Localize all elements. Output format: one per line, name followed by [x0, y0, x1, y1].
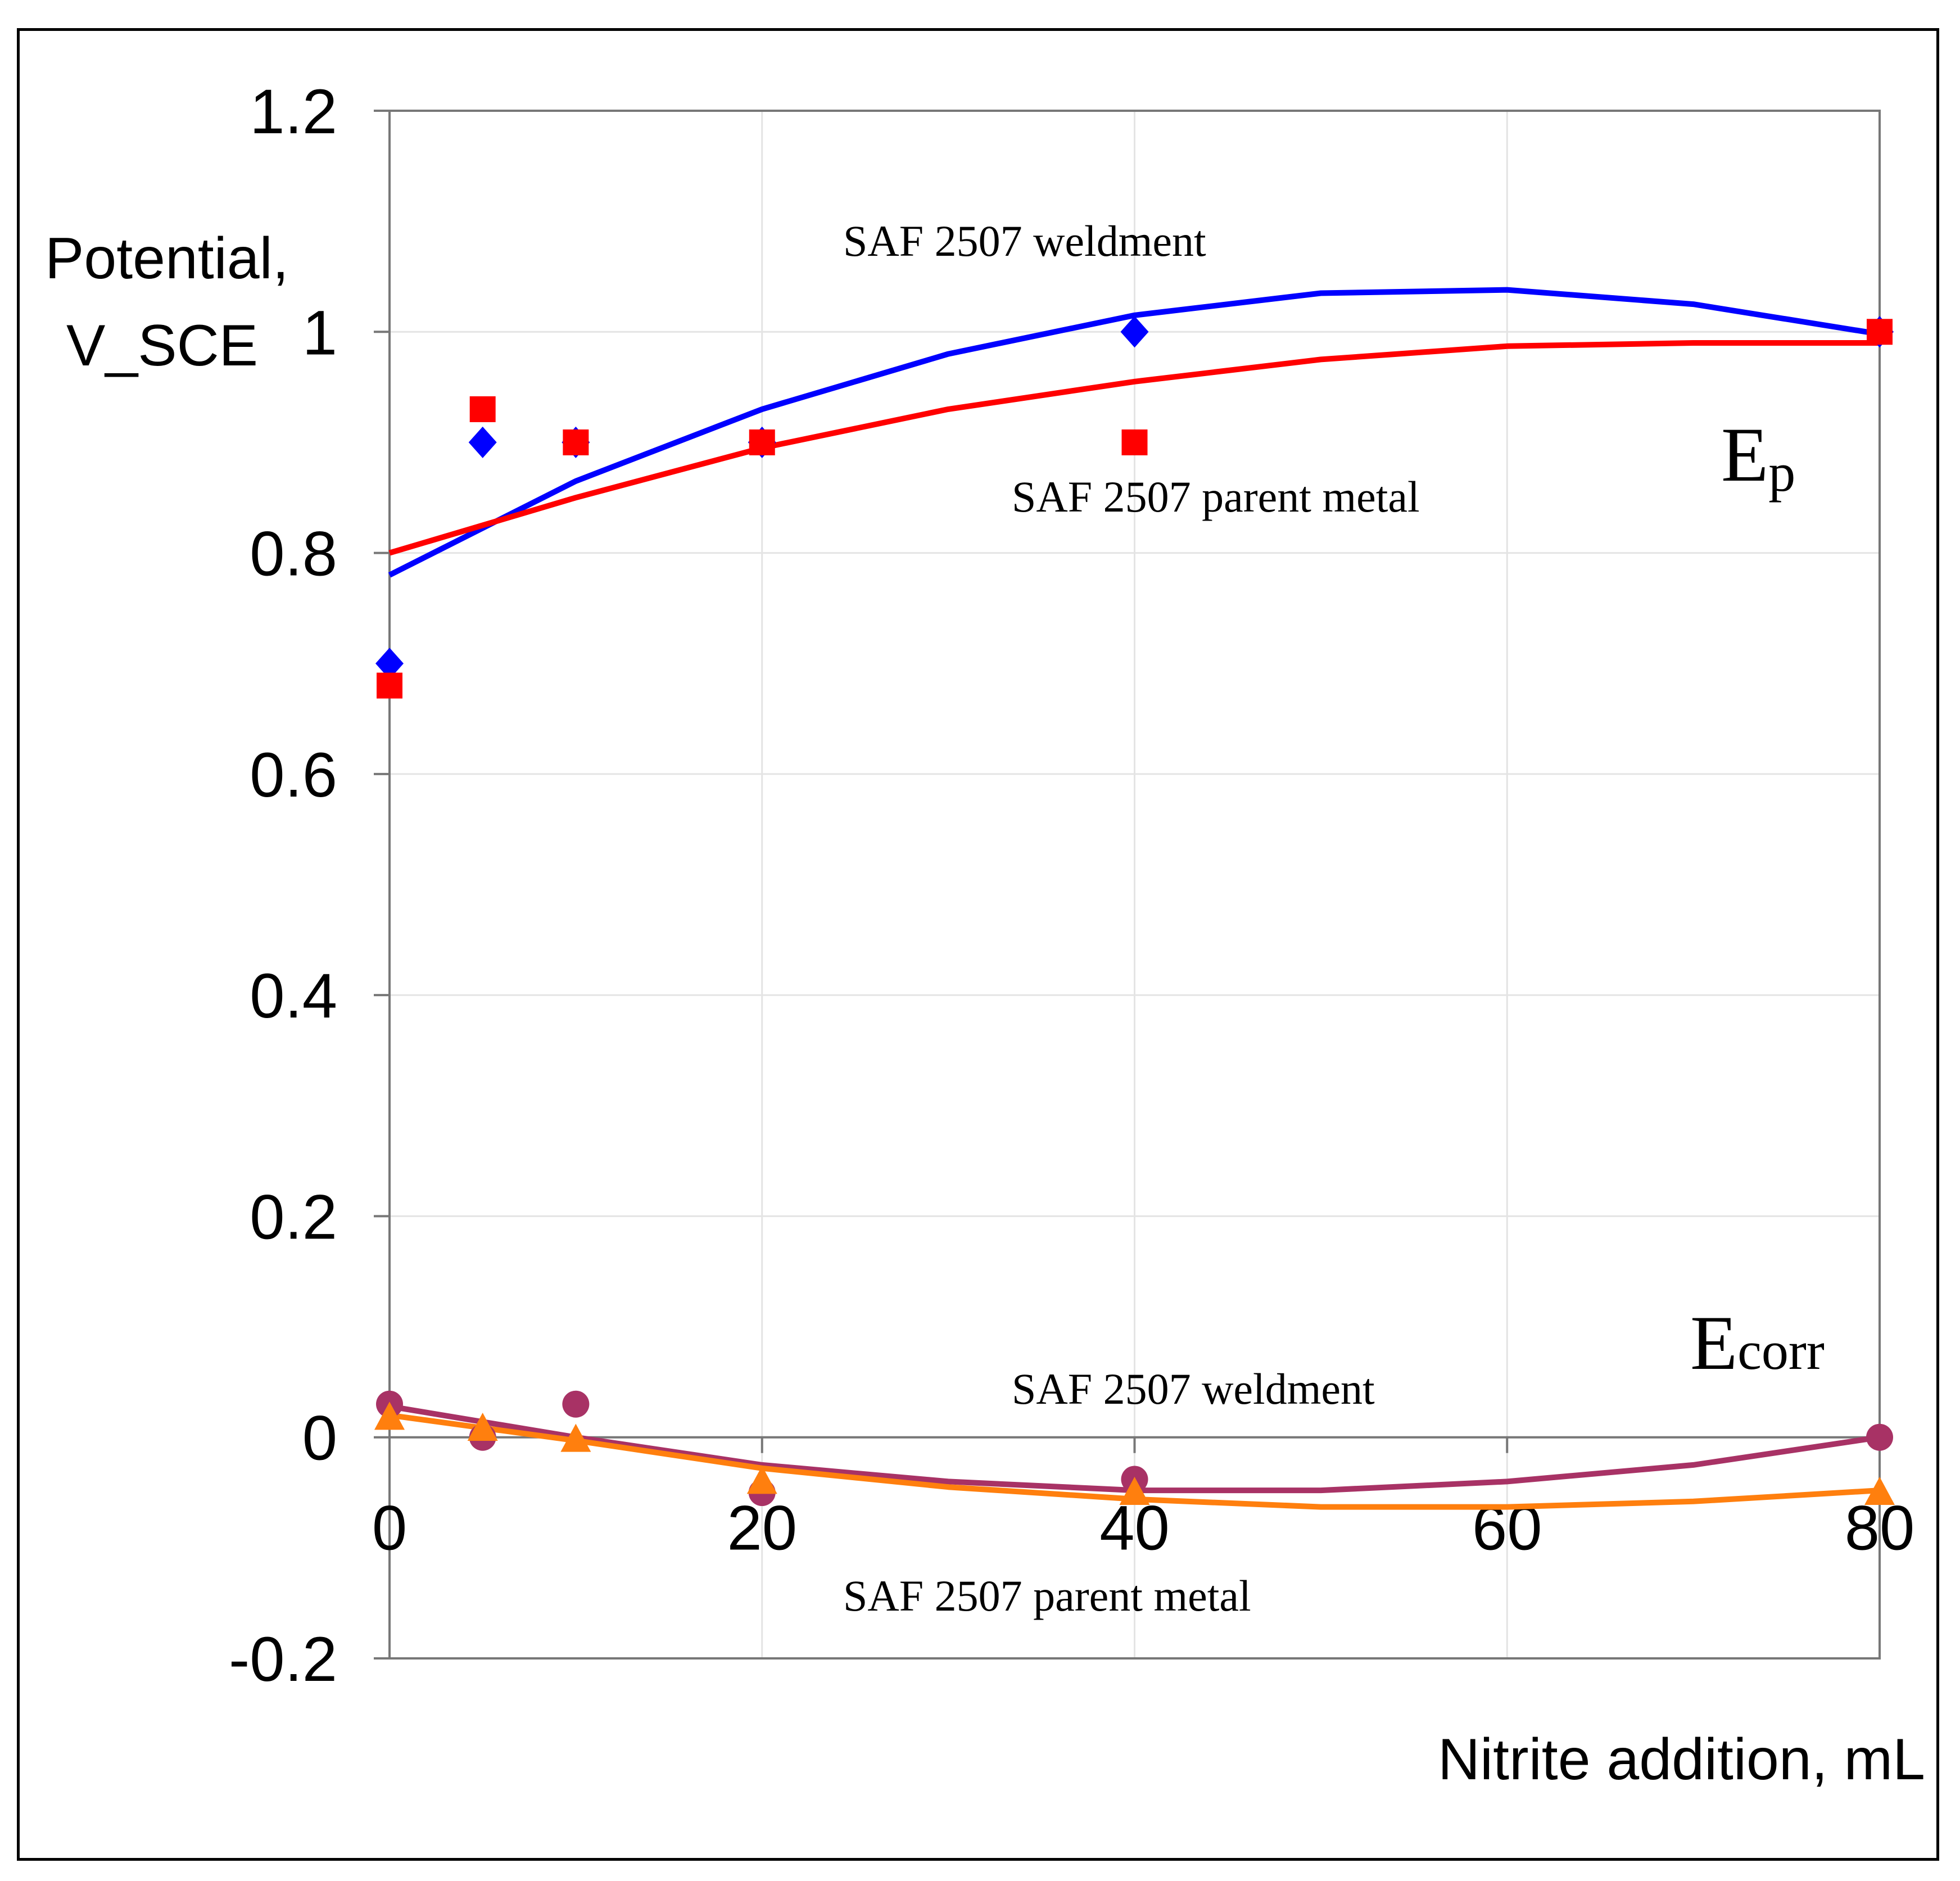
marker-diamond-series-0 — [468, 426, 497, 458]
figure-frame — [17, 28, 1939, 1861]
marker-square-series-1 — [749, 429, 775, 455]
annotation-ep-weldment: SAF 2507 weldment — [843, 216, 1206, 265]
y-tick-label: 0 — [302, 1403, 337, 1473]
data-markers — [374, 316, 1895, 1507]
ep-label: Ep — [1721, 412, 1795, 503]
marker-triangle-series-3 — [467, 1412, 498, 1441]
y-tick-label: 0.6 — [250, 740, 337, 810]
marker-triangle-series-3 — [1864, 1477, 1895, 1505]
marker-circle-series-2 — [1866, 1423, 1893, 1451]
ecorr-label-sub: corr — [1737, 1321, 1825, 1381]
tick-labels: -0.200.20.40.60.811.20 20 40 60 80 — [229, 76, 1914, 1694]
marker-square-series-1 — [1121, 429, 1148, 455]
annotation-ecorr-parent: SAF 2507 parent metal — [843, 1571, 1251, 1620]
annotation-ecorr-weldment: SAF 2507 weldment — [1012, 1364, 1375, 1413]
marker-square-series-1 — [563, 429, 589, 455]
y-axis-title-line1: Potential, — [45, 226, 289, 291]
marker-diamond-series-0 — [375, 648, 404, 680]
marker-square-series-1 — [377, 672, 402, 699]
marker-triangle-series-3 — [746, 1466, 777, 1494]
ep-label-sub: p — [1768, 442, 1795, 503]
y-tick-label: 0.8 — [250, 519, 337, 589]
marker-circle-series-2 — [562, 1390, 590, 1418]
y-tick-label: 1 — [302, 297, 337, 368]
y-tick-label: 0.2 — [250, 1182, 337, 1252]
x-axis-title: Nitrite addition, mL — [1438, 1727, 1925, 1792]
marker-triangle-series-3 — [374, 1401, 405, 1430]
annotation-ep-parent: SAF 2507 parent metal — [1012, 472, 1420, 521]
x-tick-label: 0 — [372, 1493, 407, 1563]
y-tick-label: -0.2 — [229, 1624, 337, 1694]
ecorr-label: Ecorr — [1690, 1300, 1825, 1386]
marker-triangle-series-3 — [1119, 1477, 1150, 1505]
y-tick-label: 0.4 — [250, 961, 337, 1031]
y-axis-title-line2: V_SCE — [66, 313, 258, 378]
marker-triangle-series-3 — [560, 1423, 591, 1452]
marker-square-series-1 — [469, 396, 496, 422]
marker-diamond-series-0 — [1120, 316, 1149, 348]
y-tick-label: 1.2 — [250, 76, 337, 147]
trend-line-series-1 — [388, 340, 1880, 556]
trend-line-series-0 — [388, 287, 1880, 578]
ecorr-label-main: E — [1690, 1300, 1737, 1386]
marker-square-series-1 — [1867, 319, 1893, 345]
ep-label-main: E — [1721, 412, 1768, 498]
